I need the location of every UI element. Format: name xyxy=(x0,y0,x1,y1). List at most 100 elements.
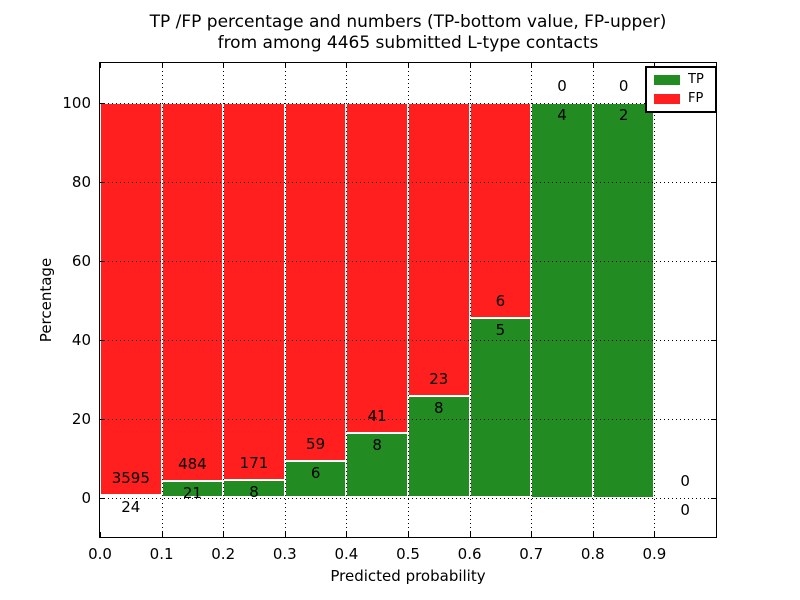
xtick-label-0.1: 0.1 xyxy=(149,545,174,563)
count-fp-9: 0 xyxy=(680,471,690,490)
gridline-y-80 xyxy=(100,181,716,183)
count-tp-0: 24 xyxy=(121,497,141,516)
xtick-mark-bottom-0.8 xyxy=(592,532,594,537)
count-fp-4: 41 xyxy=(367,407,387,425)
bar-tp-3 xyxy=(284,461,347,498)
gridline-x-0.7 xyxy=(531,63,533,537)
gridline-x-0.1 xyxy=(161,63,163,537)
bar-fp-4 xyxy=(346,102,408,433)
xtick-mark-bottom-0.0 xyxy=(100,532,101,537)
legend-label-tp: TP xyxy=(688,72,704,87)
count-tp-5: 8 xyxy=(434,398,444,417)
count-tp-7: 4 xyxy=(557,105,567,124)
xtick-mark-top-0.3 xyxy=(284,63,286,68)
ytick-mark-left-40 xyxy=(100,339,105,341)
gridline-y-60 xyxy=(100,260,716,262)
ytick-mark-right-40 xyxy=(711,339,716,341)
count-fp-8: 0 xyxy=(618,76,629,95)
bar-fp-0 xyxy=(100,102,162,495)
xtick-label-0.0: 0.0 xyxy=(88,545,112,563)
xtick-label-0.7: 0.7 xyxy=(519,545,544,563)
xtick-label-0.2: 0.2 xyxy=(211,545,236,563)
count-tp-2: 8 xyxy=(249,482,259,501)
legend-label-fp: FP xyxy=(688,91,704,106)
gridline-x-0.5 xyxy=(408,63,409,537)
bar-tp-5 xyxy=(408,395,470,498)
count-tp-6: 5 xyxy=(495,320,506,339)
xtick-mark-bottom-0.6 xyxy=(469,532,471,537)
gridline-x-0.4 xyxy=(346,63,348,537)
xtick-label-0.5: 0.5 xyxy=(396,545,420,563)
legend-entry-fp: FP xyxy=(654,92,708,106)
xtick-mark-top-0.4 xyxy=(346,63,348,68)
ytick-label-100: 100 xyxy=(62,93,91,112)
xtick-mark-top-0.8 xyxy=(592,63,594,68)
xtick-mark-top-0.5 xyxy=(408,63,409,68)
xtick-mark-top-0.7 xyxy=(531,63,533,68)
gridline-y-40 xyxy=(100,339,716,341)
chart-title-line-1: TP /FP percentage and numbers (TP-bottom… xyxy=(149,12,667,32)
bar-tp-0 xyxy=(100,494,162,498)
xtick-label-0.8: 0.8 xyxy=(580,545,605,563)
xtick-mark-bottom-0.7 xyxy=(531,532,533,537)
ytick-mark-right-20 xyxy=(711,418,716,420)
ytick-label-80: 80 xyxy=(71,172,91,191)
xtick-mark-top-0.6 xyxy=(469,63,471,68)
count-fp-0: 3595 xyxy=(111,468,150,487)
bar-fp-5 xyxy=(408,102,470,396)
ytick-mark-right-80 xyxy=(711,181,716,183)
gridline-x-0.8 xyxy=(592,63,594,537)
y-axis-label: Percentage xyxy=(37,257,55,343)
legend-entry-tp: TP xyxy=(654,73,708,87)
ytick-mark-right-0 xyxy=(711,497,716,499)
bar-tp-8 xyxy=(592,102,655,498)
count-tp-3: 6 xyxy=(310,464,321,483)
gridline-y-0 xyxy=(100,497,716,499)
bar-tp-4 xyxy=(346,433,408,498)
count-fp-6: 6 xyxy=(495,291,506,310)
ytick-mark-left-0 xyxy=(100,497,105,499)
bar-fp-2 xyxy=(223,102,285,480)
fp-color-swatch xyxy=(654,94,680,104)
count-fp-1: 484 xyxy=(178,455,207,474)
gridline-x-0.9 xyxy=(654,63,656,537)
xtick-mark-bottom-0.3 xyxy=(284,532,286,537)
count-fp-5: 23 xyxy=(429,369,449,388)
ytick-label-40: 40 xyxy=(71,330,91,349)
xtick-label-0.6: 0.6 xyxy=(457,545,482,563)
gridline-y-100 xyxy=(100,102,716,104)
xtick-mark-top-0.2 xyxy=(223,63,225,68)
xtick-mark-top-0.1 xyxy=(161,63,163,68)
gridline-x-0.3 xyxy=(284,63,286,537)
x-axis-label: Predicted probability xyxy=(330,567,486,585)
ytick-mark-left-60 xyxy=(100,260,105,262)
plot-area: 3595 24 484 21 171 8 59 6 41 8 23 8 6 5 0 4 0 2 0 0 xyxy=(99,62,717,538)
tp-color-swatch xyxy=(654,75,680,85)
gridline-x-0.2 xyxy=(223,63,225,537)
bar-tp-7 xyxy=(531,102,593,498)
xtick-mark-bottom-0.1 xyxy=(161,532,163,537)
gridline-x-0.6 xyxy=(469,63,471,537)
count-fp-3: 59 xyxy=(306,435,326,454)
xtick-mark-top-0.9 xyxy=(654,63,656,68)
bar-tp-6 xyxy=(469,317,532,498)
count-fp-7: 0 xyxy=(557,76,567,95)
bar-fp-1 xyxy=(161,102,224,482)
ytick-mark-left-100 xyxy=(100,102,105,104)
ytick-mark-left-80 xyxy=(100,181,105,183)
xtick-mark-bottom-0.9 xyxy=(654,532,656,537)
xtick-mark-bottom-0.5 xyxy=(408,532,409,537)
ytick-label-0: 0 xyxy=(81,488,91,507)
bar-fp-3 xyxy=(284,102,347,462)
xtick-label-0.3: 0.3 xyxy=(272,545,297,563)
count-tp-1: 21 xyxy=(182,484,202,503)
ytick-label-60: 60 xyxy=(71,251,91,270)
xtick-mark-bottom-0.4 xyxy=(346,532,348,537)
xtick-label-0.4: 0.4 xyxy=(334,545,359,563)
count-tp-9: 0 xyxy=(680,500,690,519)
ytick-label-20: 20 xyxy=(71,409,91,428)
xtick-mark-top-0.0 xyxy=(100,63,101,68)
chart-title-line-2: from among 4465 submitted L-type contact… xyxy=(217,33,599,53)
ytick-mark-left-20 xyxy=(100,418,105,420)
